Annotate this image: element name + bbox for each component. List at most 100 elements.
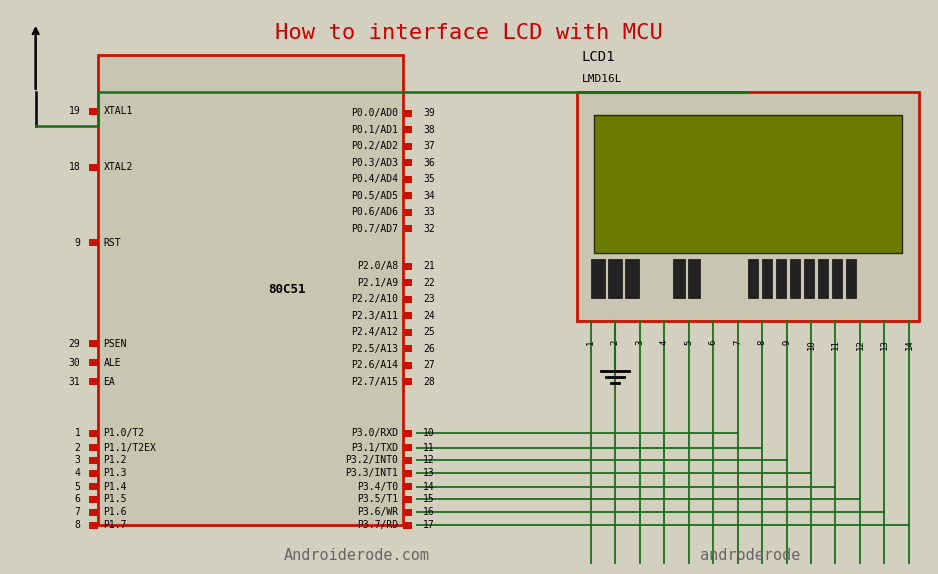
Text: 23: 23 xyxy=(423,294,435,304)
Text: P0.6/AD6: P0.6/AD6 xyxy=(352,207,399,217)
Bar xyxy=(748,259,758,298)
Text: 13: 13 xyxy=(880,339,889,350)
Text: 10: 10 xyxy=(807,339,815,350)
Text: 36: 36 xyxy=(423,158,435,168)
Text: 4: 4 xyxy=(75,468,81,479)
Text: P3.0/RXD: P3.0/RXD xyxy=(352,428,399,439)
Text: P0.3/AD3: P0.3/AD3 xyxy=(352,158,399,168)
Bar xyxy=(403,263,413,270)
Text: P0.2/AD2: P0.2/AD2 xyxy=(352,141,399,152)
Bar xyxy=(673,259,685,298)
Bar xyxy=(403,496,413,503)
Text: 28: 28 xyxy=(423,377,435,387)
Text: 13: 13 xyxy=(423,468,435,479)
Bar xyxy=(625,259,639,298)
Bar xyxy=(89,340,98,347)
Text: 31: 31 xyxy=(68,377,81,387)
Text: 15: 15 xyxy=(423,494,435,505)
Bar xyxy=(403,430,413,437)
Text: 14: 14 xyxy=(423,482,435,491)
Text: 26: 26 xyxy=(423,344,435,354)
Text: P1.4: P1.4 xyxy=(103,482,127,491)
Text: PSEN: PSEN xyxy=(103,339,127,349)
Text: 9: 9 xyxy=(782,339,791,345)
Bar xyxy=(403,160,413,166)
Bar xyxy=(403,378,413,385)
Bar xyxy=(403,362,413,369)
Bar xyxy=(403,522,413,529)
Bar xyxy=(403,345,413,352)
Bar xyxy=(403,192,413,199)
Text: 11: 11 xyxy=(423,443,435,452)
Text: 18: 18 xyxy=(68,162,81,173)
Bar xyxy=(776,259,786,298)
Text: P3.4/T0: P3.4/T0 xyxy=(357,482,399,491)
Bar xyxy=(403,483,413,490)
Text: 27: 27 xyxy=(423,360,435,370)
Text: 37: 37 xyxy=(423,141,435,152)
Bar xyxy=(98,55,403,525)
Text: 30: 30 xyxy=(68,358,81,368)
Bar xyxy=(403,296,413,302)
Bar xyxy=(403,143,413,150)
Bar xyxy=(688,259,700,298)
Text: 21: 21 xyxy=(423,261,435,272)
Text: P2.1/A9: P2.1/A9 xyxy=(357,278,399,288)
Text: P3.3/INT1: P3.3/INT1 xyxy=(345,468,399,479)
Text: P3.5/T1: P3.5/T1 xyxy=(357,494,399,505)
Bar xyxy=(403,209,413,216)
Text: 3: 3 xyxy=(635,339,644,345)
Bar xyxy=(89,483,98,490)
Text: P1.3: P1.3 xyxy=(103,468,127,479)
Text: How to interface LCD with MCU: How to interface LCD with MCU xyxy=(275,23,663,43)
Text: P2.0/A8: P2.0/A8 xyxy=(357,261,399,272)
Text: P1.5: P1.5 xyxy=(103,494,127,505)
Text: P0.1/AD1: P0.1/AD1 xyxy=(352,125,399,135)
Text: 5: 5 xyxy=(684,339,693,345)
Text: 19: 19 xyxy=(68,106,81,116)
Bar xyxy=(403,176,413,183)
Text: 4: 4 xyxy=(659,339,669,345)
Text: 24: 24 xyxy=(423,311,435,321)
Bar xyxy=(89,470,98,477)
Text: P0.7/AD7: P0.7/AD7 xyxy=(352,224,399,234)
Text: XTAL1: XTAL1 xyxy=(103,106,133,116)
Text: androderode: androderode xyxy=(700,548,801,563)
Text: P0.5/AD5: P0.5/AD5 xyxy=(352,191,399,201)
Text: XTAL2: XTAL2 xyxy=(103,162,133,173)
Text: P2.3/A11: P2.3/A11 xyxy=(352,311,399,321)
Text: P1.2: P1.2 xyxy=(103,455,127,466)
Text: 11: 11 xyxy=(831,339,840,350)
Text: 32: 32 xyxy=(423,224,435,234)
Text: 3: 3 xyxy=(75,455,81,466)
Text: P3.6/WR: P3.6/WR xyxy=(357,507,399,517)
Text: P0.0/AD0: P0.0/AD0 xyxy=(352,108,399,118)
Bar xyxy=(89,509,98,515)
Text: P1.0/T2: P1.0/T2 xyxy=(103,428,144,439)
Text: 35: 35 xyxy=(423,174,435,184)
Text: LMD16L: LMD16L xyxy=(582,74,623,84)
Text: RST: RST xyxy=(103,238,121,248)
Bar xyxy=(403,509,413,515)
Text: P1.7: P1.7 xyxy=(103,520,127,530)
Bar xyxy=(403,126,413,133)
Text: P2.2/A10: P2.2/A10 xyxy=(352,294,399,304)
Text: EA: EA xyxy=(103,377,115,387)
Bar xyxy=(804,259,814,298)
Bar xyxy=(403,225,413,232)
Text: 8: 8 xyxy=(758,339,766,345)
Text: 38: 38 xyxy=(423,125,435,135)
Text: P3.2/INT0: P3.2/INT0 xyxy=(345,455,399,466)
Bar xyxy=(818,259,828,298)
Bar xyxy=(403,457,413,464)
Text: LCD1: LCD1 xyxy=(582,50,615,64)
Bar xyxy=(89,496,98,503)
Text: 12: 12 xyxy=(423,455,435,466)
Text: P2.5/A13: P2.5/A13 xyxy=(352,344,399,354)
Text: 33: 33 xyxy=(423,207,435,217)
Text: P2.6/A14: P2.6/A14 xyxy=(352,360,399,370)
Bar xyxy=(577,92,919,321)
Bar xyxy=(89,457,98,464)
Bar xyxy=(89,430,98,437)
Bar xyxy=(89,378,98,385)
